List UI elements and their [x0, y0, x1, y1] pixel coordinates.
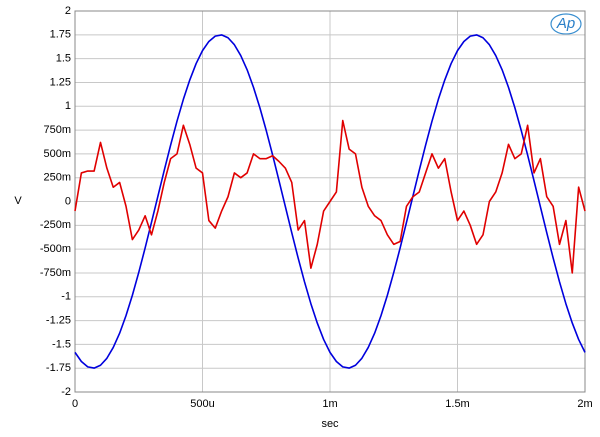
- logo-text: Ap: [556, 15, 575, 32]
- y-tick-label: 250m: [43, 172, 71, 184]
- logo-ring: [550, 13, 582, 35]
- y-tick-label: 1.5: [56, 53, 71, 65]
- y-tick-label: -1.75: [46, 362, 71, 374]
- plot-frame: [74, 10, 586, 393]
- x-tick-label: 1m: [322, 398, 337, 410]
- series-line: [74, 34, 586, 369]
- series-line: [74, 119, 586, 274]
- x-axis-label: sec: [321, 418, 339, 430]
- logo: Ap: [550, 13, 582, 35]
- x-tick-label: 2m: [577, 398, 592, 410]
- y-tick-label: -500m: [40, 243, 71, 255]
- y-tick-label: -1: [61, 291, 71, 303]
- x-tick-label: 0: [72, 398, 78, 410]
- x-tick-label: 500u: [190, 398, 214, 410]
- y-tick-label: 2: [65, 5, 71, 17]
- y-tick-label: 1.25: [50, 76, 71, 88]
- y-tick-label: -1.25: [46, 314, 71, 326]
- y-axis-label: V: [14, 195, 22, 207]
- y-tick-label: -250m: [40, 219, 71, 231]
- y-tick-label: 750m: [43, 124, 71, 136]
- y-tick-label: 0: [65, 195, 71, 207]
- y-tick-label: -750m: [40, 267, 71, 279]
- y-tick-label: -1.5: [52, 338, 71, 350]
- y-tick-label: -2: [61, 386, 71, 398]
- y-tick-label: 1: [65, 100, 71, 112]
- y-tick-label: 1.75: [50, 29, 71, 41]
- x-tick-label: 1.5m: [445, 398, 469, 410]
- y-tick-label: 500m: [43, 148, 71, 160]
